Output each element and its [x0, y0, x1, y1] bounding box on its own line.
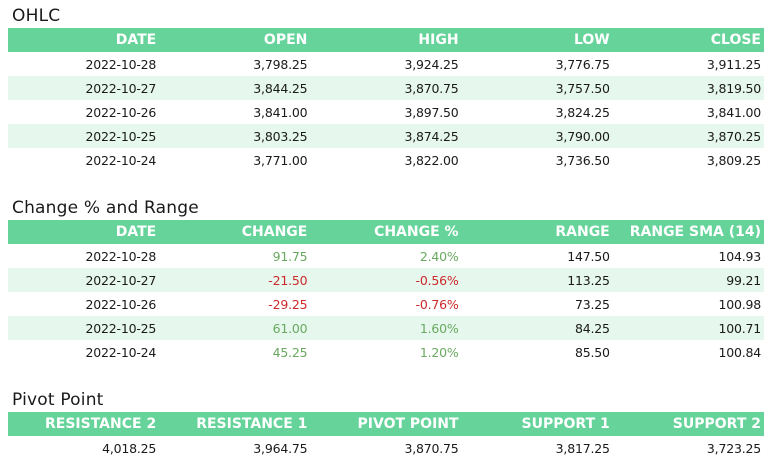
change-cell-change-pct: 2.40%: [419, 248, 459, 264]
ohlc-cell-low: 3,776.75: [555, 56, 610, 72]
ohlc-cell-high: 3,870.75: [310, 76, 462, 100]
change-cell-date: 2022-10-27: [8, 268, 160, 292]
change-cell-change-pct: 1.20%: [419, 344, 459, 360]
ohlc-cell-low: 3,790.00: [461, 124, 613, 148]
pivot-header-resistance-1: RESISTANCE 1: [159, 412, 311, 436]
table-row: 2022-10-26 -29.25 -0.76% 73.25 100.98: [8, 292, 764, 316]
change-header-range-sma: RANGE SMA (14): [612, 220, 764, 244]
pivot-cell-resistance-2: 4,018.25: [102, 440, 157, 456]
change-range-header-row: DATE CHANGE CHANGE % RANGE RANGE SMA (14…: [8, 220, 764, 244]
ohlc-cell-date: 2022-10-27: [8, 76, 160, 100]
change-cell-range: 84.25: [461, 316, 613, 340]
table-row: 2022-10-26 3,841.00 3,897.50 3,824.25 3,…: [8, 100, 764, 124]
change-cell-change: 61.00: [159, 316, 311, 340]
ohlc-cell-open: 3,844.25: [159, 76, 311, 100]
change-cell-date: 2022-10-26: [85, 296, 157, 312]
change-cell-change: 45.25: [272, 344, 308, 360]
ohlc-cell-open: 3,803.25: [159, 124, 311, 148]
ohlc-cell-close: 3,819.50: [612, 76, 764, 100]
ohlc-cell-date: 2022-10-26: [85, 104, 157, 120]
ohlc-cell-date: 2022-10-25: [8, 124, 160, 148]
change-cell-range: 147.50: [567, 248, 610, 264]
ohlc-cell-low: 3,736.50: [555, 152, 610, 168]
pivot-cell-support-1: 3,817.25: [555, 440, 610, 456]
ohlc-header-date: DATE: [8, 28, 160, 52]
pivot-header-resistance-2: RESISTANCE 2: [8, 412, 160, 436]
change-range-section: Change % and Range DATE CHANGE CHANGE % …: [8, 196, 764, 364]
ohlc-cell-open: 3,771.00: [253, 152, 308, 168]
ohlc-section: OHLC DATE OPEN HIGH LOW CLOSE 2022-10-28…: [8, 4, 764, 172]
change-cell-change: -29.25: [268, 296, 308, 312]
pivot-cell-support-2: 3,723.25: [706, 440, 761, 456]
pivot-header-pivot-point: PIVOT POINT: [310, 412, 462, 436]
ohlc-cell-low: 3,824.25: [555, 104, 610, 120]
ohlc-cell-high: 3,897.50: [404, 104, 459, 120]
ohlc-cell-close: 3,841.00: [706, 104, 761, 120]
change-cell-range-sma: 100.71: [612, 316, 764, 340]
change-header-change-pct: CHANGE %: [310, 220, 462, 244]
table-row: 2022-10-24 45.25 1.20% 85.50 100.84: [8, 340, 764, 364]
table-row: 4,018.25 3,964.75 3,870.75 3,817.25 3,72…: [8, 436, 764, 460]
pivot-header-support-2: SUPPORT 2: [612, 412, 764, 436]
ohlc-header-row: DATE OPEN HIGH LOW CLOSE: [8, 28, 764, 52]
change-cell-range-sma: 100.84: [718, 344, 761, 360]
ohlc-cell-date: 2022-10-28: [85, 56, 157, 72]
table-row: 2022-10-27 -21.50 -0.56% 113.25 99.21: [8, 268, 764, 292]
ohlc-header-low: LOW: [461, 28, 613, 52]
change-cell-date: 2022-10-24: [85, 344, 157, 360]
ohlc-cell-date: 2022-10-24: [85, 152, 157, 168]
change-range-title: Change % and Range: [12, 198, 199, 218]
ohlc-header-close: CLOSE: [612, 28, 764, 52]
change-cell-date: 2022-10-28: [85, 248, 157, 264]
change-cell-range: 73.25: [574, 296, 610, 312]
ohlc-cell-low: 3,757.50: [461, 76, 613, 100]
change-cell-change-pct: -0.76%: [415, 296, 459, 312]
ohlc-header-open: OPEN: [159, 28, 311, 52]
ohlc-table: DATE OPEN HIGH LOW CLOSE 2022-10-28 3,79…: [8, 28, 764, 172]
pivot-header-support-1: SUPPORT 1: [461, 412, 613, 436]
ohlc-cell-open: 3,841.00: [253, 104, 308, 120]
change-cell-change-pct: -0.56%: [310, 268, 462, 292]
pivot-header-row: RESISTANCE 2 RESISTANCE 1 PIVOT POINT SU…: [8, 412, 764, 436]
change-header-date: DATE: [8, 220, 160, 244]
ohlc-cell-close: 3,870.25: [612, 124, 764, 148]
ohlc-cell-high: 3,822.00: [404, 152, 459, 168]
change-cell-change: -21.50: [159, 268, 311, 292]
pivot-title: Pivot Point: [12, 390, 104, 410]
table-row: 2022-10-27 3,844.25 3,870.75 3,757.50 3,…: [8, 76, 764, 100]
change-cell-date: 2022-10-25: [8, 316, 160, 340]
change-cell-change: 91.75: [272, 248, 308, 264]
table-row: 2022-10-28 91.75 2.40% 147.50 104.93: [8, 244, 764, 268]
ohlc-header-high: HIGH: [310, 28, 462, 52]
ohlc-title: OHLC: [12, 6, 61, 26]
ohlc-cell-close: 3,809.25: [706, 152, 761, 168]
change-cell-change-pct: 1.60%: [310, 316, 462, 340]
change-cell-range-sma: 100.98: [718, 296, 761, 312]
change-header-range: RANGE: [461, 220, 613, 244]
table-row: 2022-10-25 3,803.25 3,874.25 3,790.00 3,…: [8, 124, 764, 148]
change-cell-range: 113.25: [461, 268, 613, 292]
table-row: 2022-10-25 61.00 1.60% 84.25 100.71: [8, 316, 764, 340]
change-cell-range: 85.50: [574, 344, 610, 360]
ohlc-cell-high: 3,874.25: [310, 124, 462, 148]
change-header-change: CHANGE: [159, 220, 311, 244]
pivot-table: RESISTANCE 2 RESISTANCE 1 PIVOT POINT SU…: [8, 412, 764, 460]
ohlc-cell-open: 3,798.25: [253, 56, 308, 72]
pivot-section: Pivot Point RESISTANCE 2 RESISTANCE 1 PI…: [8, 388, 764, 460]
table-row: 2022-10-28 3,798.25 3,924.25 3,776.75 3,…: [8, 52, 764, 76]
ohlc-cell-high: 3,924.25: [404, 56, 459, 72]
pivot-cell-resistance-1: 3,964.75: [253, 440, 308, 456]
table-row: 2022-10-24 3,771.00 3,822.00 3,736.50 3,…: [8, 148, 764, 172]
change-cell-range-sma: 104.93: [718, 248, 761, 264]
ohlc-cell-close: 3,911.25: [706, 56, 761, 72]
change-range-table: DATE CHANGE CHANGE % RANGE RANGE SMA (14…: [8, 220, 764, 364]
pivot-cell-pivot-point: 3,870.75: [404, 440, 459, 456]
change-cell-range-sma: 99.21: [612, 268, 764, 292]
